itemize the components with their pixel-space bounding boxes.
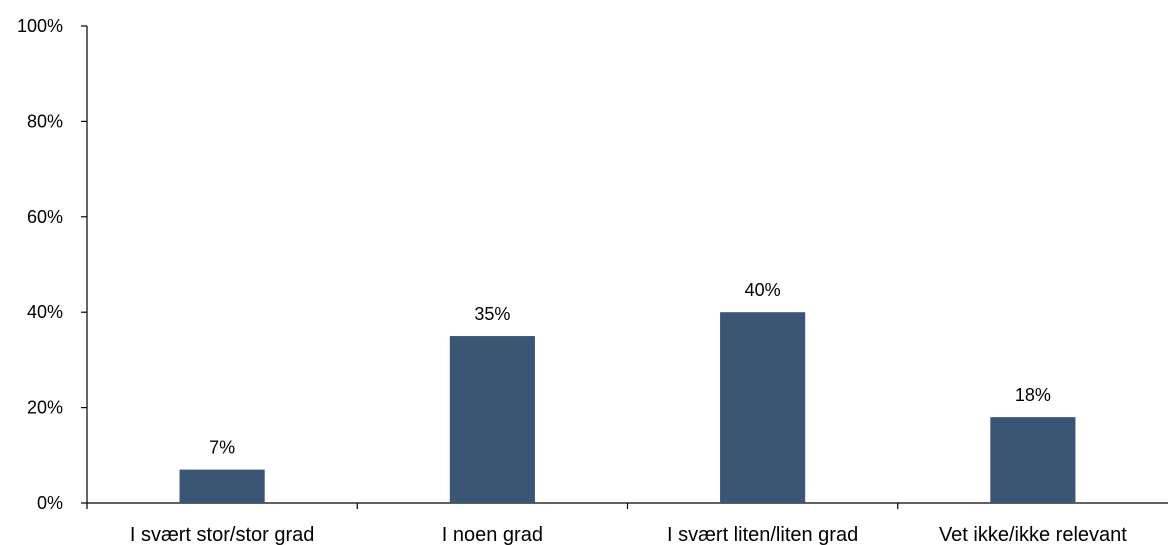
bar bbox=[720, 312, 806, 503]
bar-value-label: 7% bbox=[209, 438, 235, 458]
bar-value-label: 35% bbox=[474, 304, 510, 324]
x-category-label: Vet ikke/ikke relevant bbox=[939, 524, 1127, 545]
x-axis: I svært stor/stor grad I noen grad I svært… bbox=[86, 502, 1168, 545]
x-category-label: I svært liten/liten grad bbox=[667, 524, 858, 545]
bar-value-label: 40% bbox=[745, 280, 781, 300]
y-tick-label: 60% bbox=[27, 207, 63, 227]
y-tick-label: 40% bbox=[27, 302, 63, 322]
bar bbox=[990, 417, 1076, 503]
y-tick-label: 100% bbox=[17, 16, 63, 36]
bar bbox=[179, 469, 265, 503]
y-tick-label: 0% bbox=[37, 493, 63, 513]
y-tick-label: 80% bbox=[27, 111, 63, 131]
y-axis: 0% 20% 40% 60% 80% 100% bbox=[17, 16, 88, 513]
x-category-label: I svært stor/stor grad bbox=[130, 524, 315, 545]
bars bbox=[179, 312, 1076, 503]
bar-value-label: 18% bbox=[1015, 385, 1051, 405]
x-category-label: I noen grad bbox=[442, 524, 543, 545]
data-labels: 7% 35% 40% 18% bbox=[209, 280, 1051, 457]
y-tick-label: 20% bbox=[27, 398, 63, 418]
bar bbox=[449, 336, 535, 503]
